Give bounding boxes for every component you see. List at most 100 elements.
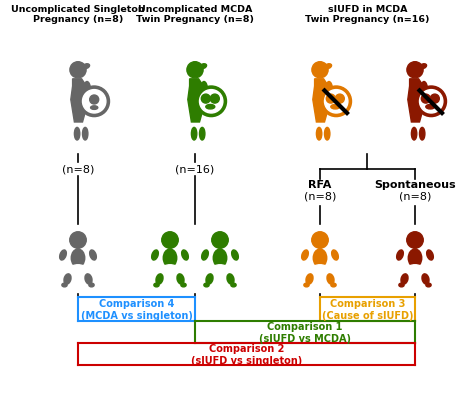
Circle shape xyxy=(421,95,430,104)
Ellipse shape xyxy=(83,82,91,100)
Ellipse shape xyxy=(327,274,334,284)
Ellipse shape xyxy=(325,82,333,100)
Ellipse shape xyxy=(397,250,403,261)
Ellipse shape xyxy=(325,65,332,70)
Ellipse shape xyxy=(212,265,228,272)
Circle shape xyxy=(162,232,178,249)
Ellipse shape xyxy=(163,265,177,272)
Polygon shape xyxy=(188,80,206,123)
Ellipse shape xyxy=(408,249,422,267)
Text: Comparison 4
(MCDA vs singleton): Comparison 4 (MCDA vs singleton) xyxy=(81,299,192,320)
Circle shape xyxy=(79,87,109,117)
Ellipse shape xyxy=(71,249,85,267)
Ellipse shape xyxy=(317,128,322,141)
Circle shape xyxy=(82,90,106,114)
Text: (n=8): (n=8) xyxy=(304,191,336,202)
Ellipse shape xyxy=(427,250,433,261)
Ellipse shape xyxy=(163,249,177,267)
Ellipse shape xyxy=(312,265,328,272)
Text: Spontaneous: Spontaneous xyxy=(374,180,456,189)
Ellipse shape xyxy=(401,274,408,284)
Ellipse shape xyxy=(206,274,213,284)
Ellipse shape xyxy=(232,250,238,261)
Circle shape xyxy=(210,95,219,104)
Ellipse shape xyxy=(200,65,207,70)
Ellipse shape xyxy=(64,274,71,284)
Ellipse shape xyxy=(422,274,429,284)
Ellipse shape xyxy=(419,65,427,70)
Circle shape xyxy=(312,63,328,79)
Ellipse shape xyxy=(426,283,431,287)
Ellipse shape xyxy=(191,128,197,141)
Ellipse shape xyxy=(331,283,336,287)
Ellipse shape xyxy=(85,274,92,284)
Ellipse shape xyxy=(82,65,90,70)
Ellipse shape xyxy=(420,82,428,100)
Text: Uncomplicated Singleton
Pregnancy (n=8): Uncomplicated Singleton Pregnancy (n=8) xyxy=(11,5,145,25)
Ellipse shape xyxy=(201,82,208,100)
Ellipse shape xyxy=(91,106,98,110)
Circle shape xyxy=(70,63,86,79)
Text: (n=16): (n=16) xyxy=(175,164,215,175)
Ellipse shape xyxy=(399,283,404,287)
Ellipse shape xyxy=(89,283,94,287)
Ellipse shape xyxy=(200,128,205,141)
Ellipse shape xyxy=(206,105,215,110)
Ellipse shape xyxy=(74,128,80,141)
Ellipse shape xyxy=(181,283,186,287)
Circle shape xyxy=(325,90,348,114)
Circle shape xyxy=(326,95,335,104)
Circle shape xyxy=(90,96,99,105)
Ellipse shape xyxy=(419,128,425,141)
Ellipse shape xyxy=(408,265,422,272)
Circle shape xyxy=(407,232,423,249)
Text: Comparison 2
(sIUFD vs singleton): Comparison 2 (sIUFD vs singleton) xyxy=(191,344,302,365)
Circle shape xyxy=(321,87,352,117)
Ellipse shape xyxy=(411,128,417,141)
Ellipse shape xyxy=(426,105,435,110)
Polygon shape xyxy=(71,80,89,123)
Circle shape xyxy=(196,87,227,117)
Ellipse shape xyxy=(301,250,309,261)
Ellipse shape xyxy=(313,249,327,267)
Ellipse shape xyxy=(152,250,158,261)
Text: Comparison 1
(sIUFD vs MCDA): Comparison 1 (sIUFD vs MCDA) xyxy=(259,321,351,343)
Ellipse shape xyxy=(332,250,338,261)
Circle shape xyxy=(201,95,210,104)
Text: (n=8): (n=8) xyxy=(62,164,94,175)
Ellipse shape xyxy=(182,250,188,261)
Text: RFA: RFA xyxy=(308,180,332,189)
Ellipse shape xyxy=(304,283,309,287)
Circle shape xyxy=(335,95,344,104)
Ellipse shape xyxy=(82,128,88,141)
Circle shape xyxy=(70,232,86,249)
Ellipse shape xyxy=(156,274,163,284)
Ellipse shape xyxy=(331,105,340,110)
Ellipse shape xyxy=(90,250,96,261)
Ellipse shape xyxy=(62,283,67,287)
Ellipse shape xyxy=(231,283,236,287)
Circle shape xyxy=(407,63,423,79)
Ellipse shape xyxy=(154,283,159,287)
Circle shape xyxy=(430,95,439,104)
Circle shape xyxy=(200,90,223,114)
Ellipse shape xyxy=(177,274,184,284)
Ellipse shape xyxy=(325,128,330,141)
Circle shape xyxy=(312,232,328,249)
Ellipse shape xyxy=(60,250,66,261)
Text: Uncomplicated MCDA
Twin Pregnancy (n=8): Uncomplicated MCDA Twin Pregnancy (n=8) xyxy=(136,5,254,25)
Text: (n=8): (n=8) xyxy=(399,191,431,202)
Ellipse shape xyxy=(306,274,313,284)
Circle shape xyxy=(419,90,443,114)
Ellipse shape xyxy=(227,274,234,284)
Text: sIUFD in MCDA
Twin Pregnancy (n=16): sIUFD in MCDA Twin Pregnancy (n=16) xyxy=(305,5,430,25)
Polygon shape xyxy=(313,80,331,123)
Ellipse shape xyxy=(213,249,227,267)
Circle shape xyxy=(187,63,203,79)
Ellipse shape xyxy=(201,250,209,261)
Circle shape xyxy=(416,87,447,117)
Polygon shape xyxy=(408,80,426,123)
Ellipse shape xyxy=(204,283,209,287)
Circle shape xyxy=(212,232,228,249)
Text: Comparison 3
(Cause of sIUFD): Comparison 3 (Cause of sIUFD) xyxy=(322,299,413,320)
